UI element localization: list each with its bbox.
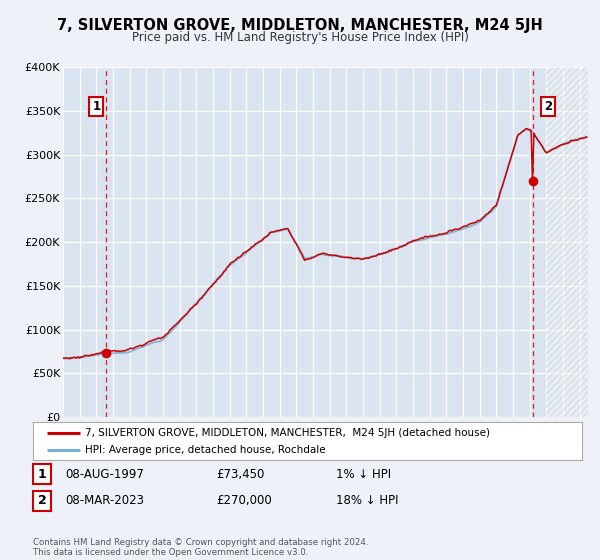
Text: 08-AUG-1997: 08-AUG-1997 xyxy=(65,468,143,481)
Text: Price paid vs. HM Land Registry's House Price Index (HPI): Price paid vs. HM Land Registry's House … xyxy=(131,31,469,44)
Text: £73,450: £73,450 xyxy=(216,468,265,481)
Text: 2: 2 xyxy=(544,100,552,113)
Text: 2: 2 xyxy=(38,494,46,507)
Text: 7, SILVERTON GROVE, MIDDLETON, MANCHESTER,  M24 5JH (detached house): 7, SILVERTON GROVE, MIDDLETON, MANCHESTE… xyxy=(85,427,490,437)
Text: Contains HM Land Registry data © Crown copyright and database right 2024.
This d: Contains HM Land Registry data © Crown c… xyxy=(33,538,368,557)
Text: £270,000: £270,000 xyxy=(216,494,272,507)
Text: 7, SILVERTON GROVE, MIDDLETON, MANCHESTER, M24 5JH: 7, SILVERTON GROVE, MIDDLETON, MANCHESTE… xyxy=(57,18,543,33)
Text: 1: 1 xyxy=(92,100,100,113)
Text: HPI: Average price, detached house, Rochdale: HPI: Average price, detached house, Roch… xyxy=(85,445,326,455)
Text: 1% ↓ HPI: 1% ↓ HPI xyxy=(336,468,391,481)
Text: 1: 1 xyxy=(38,468,46,481)
Bar xyxy=(547,67,588,417)
Text: 08-MAR-2023: 08-MAR-2023 xyxy=(65,494,144,507)
Text: 18% ↓ HPI: 18% ↓ HPI xyxy=(336,494,398,507)
